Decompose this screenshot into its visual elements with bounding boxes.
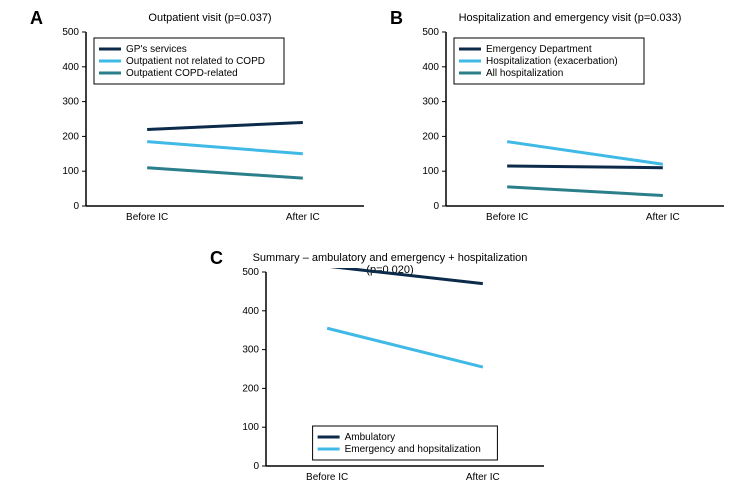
svg-text:100: 100 <box>422 166 439 177</box>
svg-text:All hospitalization: All hospitalization <box>486 68 563 79</box>
svg-text:300: 300 <box>422 97 439 108</box>
svg-text:Before IC: Before IC <box>306 472 348 483</box>
svg-text:300: 300 <box>62 97 79 108</box>
svg-text:After IC: After IC <box>466 472 500 483</box>
svg-text:100: 100 <box>242 422 259 433</box>
panel-a-title: Outpatient visit (p=0.037) <box>50 12 370 24</box>
svg-text:Before IC: Before IC <box>486 212 528 223</box>
svg-text:500: 500 <box>62 28 79 38</box>
svg-text:Before IC: Before IC <box>126 212 168 223</box>
svg-text:200: 200 <box>62 131 79 142</box>
svg-text:Outpatient not related to COPD: Outpatient not related to COPD <box>126 56 265 67</box>
svg-text:0: 0 <box>73 201 79 212</box>
svg-text:Hospitalization (exacerbation): Hospitalization (exacerbation) <box>486 56 618 67</box>
svg-text:0: 0 <box>433 201 439 212</box>
panel-c-label: C <box>210 248 223 269</box>
svg-text:400: 400 <box>422 62 439 73</box>
svg-text:Emergency and hopsitalization: Emergency and hopsitalization <box>345 444 481 455</box>
svg-text:After IC: After IC <box>646 212 680 223</box>
svg-text:100: 100 <box>62 166 79 177</box>
svg-text:400: 400 <box>242 306 259 317</box>
svg-text:200: 200 <box>242 383 259 394</box>
svg-text:Emergency Department: Emergency Department <box>486 44 592 55</box>
panel-b-chart: 0 100 200 300 400 500 Before IC After IC Emergen… <box>410 28 730 228</box>
svg-text:Ambulatory: Ambulatory <box>345 432 396 443</box>
svg-text:200: 200 <box>422 131 439 142</box>
svg-text:GP's services: GP's services <box>126 44 187 55</box>
svg-text:After IC: After IC <box>286 212 320 223</box>
svg-text:300: 300 <box>242 345 259 356</box>
panel-a-chart: 0 100 200 300 400 500 Before IC After IC GP's se… <box>50 28 370 228</box>
svg-text:Outpatient COPD-related: Outpatient COPD-related <box>126 68 238 79</box>
panel-b-title: Hospitalization and emergency visit (p=0… <box>410 12 730 24</box>
svg-text:500: 500 <box>422 28 439 38</box>
svg-text:400: 400 <box>62 62 79 73</box>
svg-text:0: 0 <box>253 461 259 472</box>
panel-c-chart: 0 100 200 300 400 500 Before IC After IC Ambulat… <box>230 268 550 488</box>
panel-b-label: B <box>390 8 403 29</box>
panel-a-label: A <box>30 8 43 29</box>
svg-text:500: 500 <box>242 268 259 278</box>
figure: A Outpatient visit (p=0.037) 0 100 200 300 4… <box>0 0 756 504</box>
